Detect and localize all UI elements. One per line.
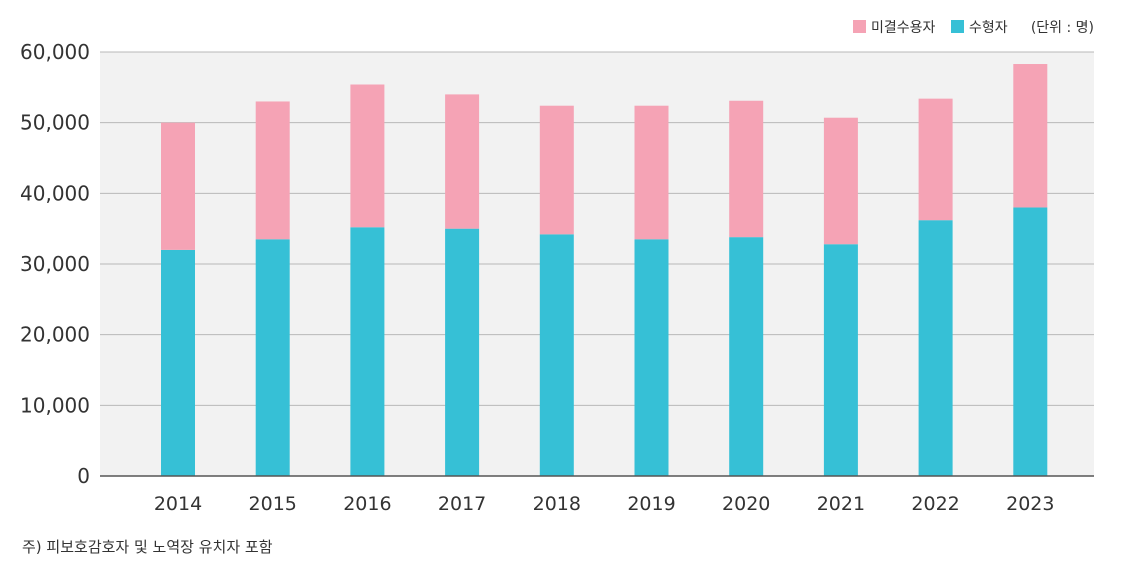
legend-swatch: [951, 20, 964, 33]
bar-segment: [918, 98, 953, 221]
bar-segment: [823, 117, 858, 245]
legend-label: 수형자: [969, 20, 1008, 36]
bar-segment: [729, 237, 764, 476]
x-tick-label: 2017: [438, 493, 486, 515]
x-tick-label: 2014: [154, 493, 202, 515]
x-tick-label: 2023: [1006, 493, 1054, 515]
bar-segment: [161, 122, 195, 250]
bar-segment: [918, 220, 953, 476]
x-tick-label: 2018: [533, 493, 581, 515]
y-axis-ticks: 0 10,000 20,000 30,000 40,000 50,000 60,000: [20, 40, 90, 488]
unit-label: (단위 : 명): [1031, 20, 1094, 36]
bar-segment: [634, 239, 669, 476]
x-tick-label: 2019: [627, 493, 675, 515]
bar-segment: [539, 234, 574, 476]
y-tick-label: 40,000: [20, 181, 90, 205]
legend-swatch: [853, 20, 866, 33]
y-tick-label: 60,000: [20, 40, 90, 64]
bar-segment: [823, 244, 858, 476]
legend: 미결수용자 수형자 (단위 : 명): [853, 20, 1094, 36]
y-tick-label: 50,000: [20, 111, 90, 135]
bar-segment: [634, 105, 669, 240]
bar-segment: [161, 249, 195, 476]
bars: [161, 64, 1048, 476]
bar-segment: [729, 100, 764, 238]
bar-segment: [1013, 64, 1048, 208]
legend-label: 미결수용자: [871, 20, 936, 36]
x-tick-label: 2020: [722, 493, 770, 515]
bar-segment: [539, 105, 574, 235]
stacked-bar-chart: 미결수용자 수형자 (단위 : 명) 0 10,000 20,000 30,000 40,0…: [20, 20, 1094, 515]
bar-segment: [350, 227, 385, 476]
bar-segment: [255, 101, 290, 240]
x-tick-label: 2022: [911, 493, 959, 515]
y-tick-label: 10,000: [20, 393, 90, 417]
bar-segment: [445, 94, 480, 229]
bar-segment: [350, 84, 385, 228]
bar-segment: [255, 239, 290, 476]
x-tick-label: 2016: [343, 493, 391, 515]
bar-segment: [445, 228, 480, 476]
footnote: 주) 피보호감호자 및 노역장 유치자 포함: [22, 538, 273, 556]
y-tick-label: 0: [77, 464, 90, 488]
x-tick-label: 2015: [249, 493, 297, 515]
y-tick-label: 30,000: [20, 252, 90, 276]
y-tick-label: 20,000: [20, 323, 90, 347]
bar-segment: [1013, 207, 1048, 476]
x-axis-ticks: 2014 2015 2016 2017 2018 2019 2020 2021 2022 2023: [154, 493, 1055, 515]
x-tick-label: 2021: [817, 493, 865, 515]
